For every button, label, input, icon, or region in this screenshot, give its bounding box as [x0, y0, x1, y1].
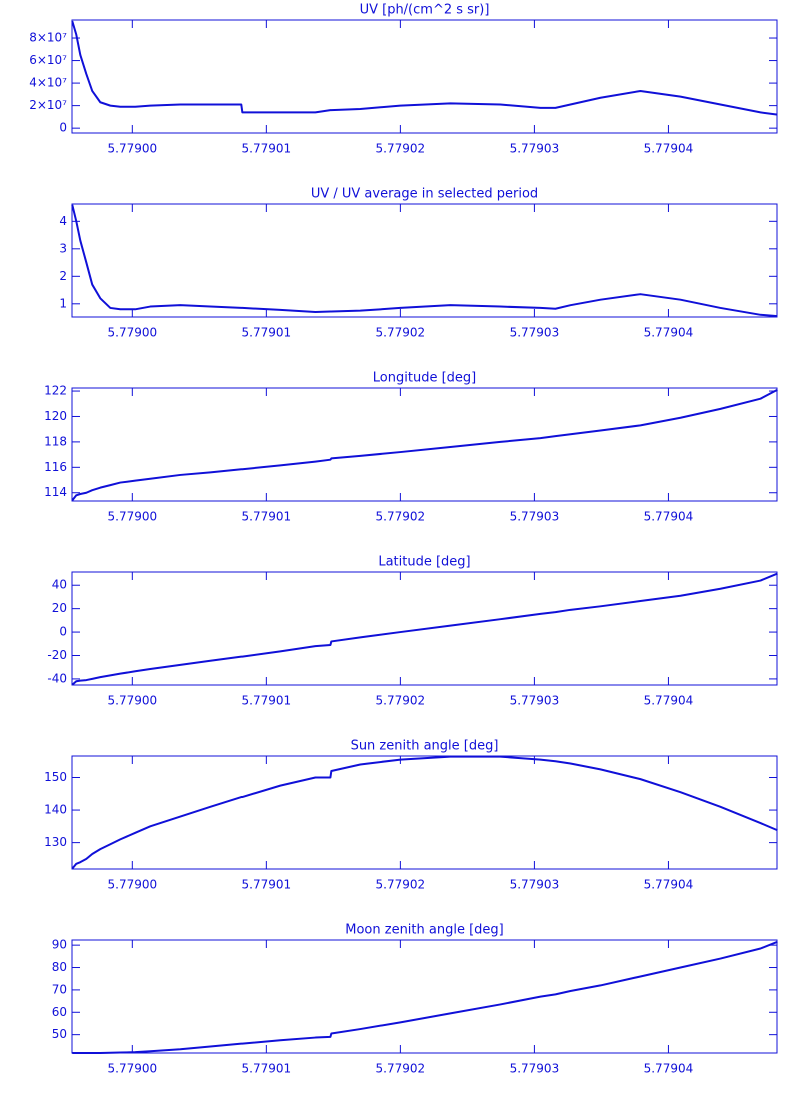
x-tick-label: 5.77900 — [108, 326, 158, 340]
y-tick-label: 0 — [59, 121, 67, 135]
y-tick-label: 118 — [44, 434, 67, 448]
x-tick-label: 5.77901 — [242, 1062, 292, 1076]
y-tick-label: 116 — [44, 460, 67, 474]
y-tick-label: 120 — [44, 409, 67, 423]
chart-title: Sun zenith angle [deg] — [351, 739, 499, 754]
x-tick-label: 5.77900 — [108, 878, 158, 892]
x-tick-label: 5.77903 — [510, 510, 560, 524]
y-tick-label: 122 — [44, 384, 67, 398]
x-tick-label: 5.77903 — [510, 1062, 560, 1076]
data-line — [72, 940, 778, 1054]
x-tick-label: 5.77904 — [644, 326, 694, 340]
y-tick-label: 150 — [44, 770, 67, 784]
x-tick-label: 5.77900 — [108, 510, 158, 524]
x-tick-label: 5.77901 — [242, 510, 292, 524]
plot-frame — [71, 939, 778, 1054]
y-tick-label: 2×10⁷ — [29, 98, 67, 112]
y-tick-label: 1 — [59, 296, 67, 310]
chart-title: Latitude [deg] — [378, 555, 470, 570]
x-tick-label: 5.77901 — [242, 326, 292, 340]
x-tick-label: 5.77902 — [376, 510, 426, 524]
plot-frame — [71, 755, 778, 870]
x-tick-label: 5.77902 — [376, 694, 426, 708]
x-tick-label: 5.77901 — [242, 694, 292, 708]
y-tick-label: 114 — [44, 485, 67, 499]
x-tick-label: 5.77904 — [644, 878, 694, 892]
x-tick-label: 5.77903 — [510, 326, 560, 340]
y-tick-label: 8×10⁷ — [29, 31, 67, 45]
plot-frame — [71, 571, 778, 686]
y-tick-label: 3 — [59, 241, 67, 255]
y-tick-label: 0 — [59, 625, 67, 639]
y-tick-label: 60 — [52, 1005, 67, 1019]
y-tick-label: 4 — [59, 214, 67, 228]
x-tick-label: 5.77901 — [242, 142, 292, 156]
x-tick-label: 5.77903 — [510, 142, 560, 156]
x-tick-label: 5.77903 — [510, 694, 560, 708]
chart-title: Moon zenith angle [deg] — [345, 923, 503, 938]
data-line — [71, 388, 778, 501]
y-tick-label: 50 — [52, 1027, 67, 1041]
x-tick-label: 5.77903 — [510, 878, 560, 892]
y-tick-label: 2 — [59, 269, 67, 283]
chart-title: UV / UV average in selected period — [311, 187, 538, 202]
data-line — [71, 20, 778, 116]
y-tick-label: 40 — [52, 578, 67, 592]
plot-frame — [71, 19, 778, 134]
plot-frame — [71, 203, 778, 318]
x-tick-label: 5.77902 — [376, 142, 426, 156]
x-tick-label: 5.77904 — [644, 1062, 694, 1076]
y-tick-label: 90 — [52, 938, 67, 952]
x-tick-label: 5.77904 — [644, 510, 694, 524]
data-line — [71, 755, 778, 870]
data-line — [71, 204, 778, 318]
y-tick-label: 130 — [44, 835, 67, 849]
x-tick-label: 5.77904 — [644, 694, 694, 708]
chart-title: UV [ph/(cm^2 s sr)] — [360, 3, 490, 18]
x-tick-label: 5.77901 — [242, 878, 292, 892]
x-tick-label: 5.77902 — [376, 878, 426, 892]
y-tick-label: 140 — [44, 803, 67, 817]
y-tick-label: -40 — [47, 671, 67, 685]
data-line — [71, 572, 778, 686]
y-tick-label: 20 — [52, 601, 67, 615]
chart-title: Longitude [deg] — [373, 371, 476, 386]
y-tick-label: 6×10⁷ — [29, 53, 67, 67]
x-tick-label: 5.77900 — [108, 1062, 158, 1076]
y-tick-label: -20 — [47, 648, 67, 662]
y-tick-label: 70 — [52, 982, 67, 996]
plot-frame — [71, 387, 778, 502]
y-tick-label: 4×10⁷ — [29, 76, 67, 90]
x-tick-label: 5.77902 — [376, 1062, 426, 1076]
x-tick-label: 5.77904 — [644, 142, 694, 156]
x-tick-label: 5.77900 — [108, 694, 158, 708]
x-tick-label: 5.77902 — [376, 326, 426, 340]
x-tick-label: 5.77900 — [108, 142, 158, 156]
y-tick-label: 80 — [52, 960, 67, 974]
